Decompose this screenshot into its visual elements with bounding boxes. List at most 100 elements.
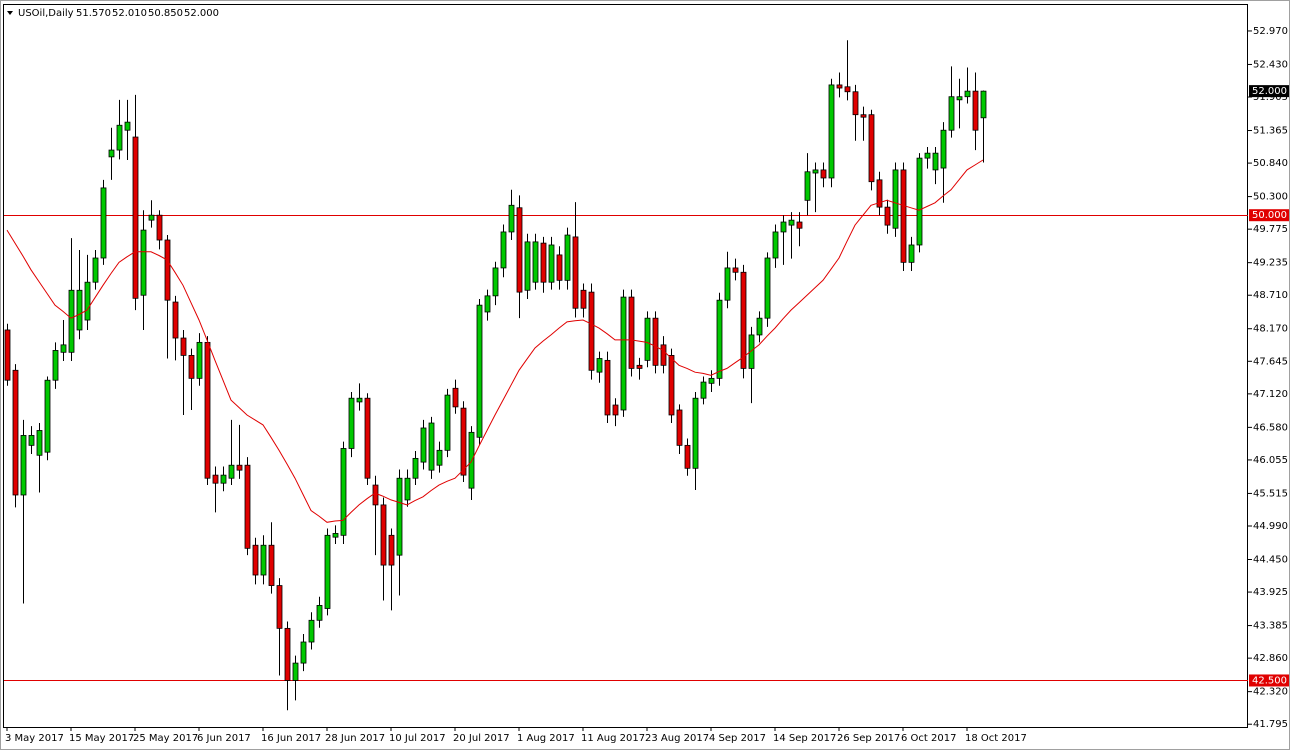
x-tick-label: 3 May 2017 [5,733,64,744]
bull-body [100,187,107,259]
bull-body [124,121,131,131]
bear-body [900,169,907,263]
bear-body [732,267,739,273]
bear-body [668,355,675,416]
bear-body [12,369,19,496]
bull-body [412,457,419,479]
bear-body [740,271,747,369]
bull-body [908,244,915,263]
bull-body [692,397,699,469]
bull-body [948,96,955,131]
bear-body [556,254,563,281]
bull-body [396,477,403,556]
bull-body [148,214,155,221]
bull-body [196,341,203,379]
x-tick-label: 23 Aug 2017 [645,733,709,744]
x-tick-label: 6 Oct 2017 [901,733,956,744]
bull-body [484,295,491,313]
bull-body [324,534,331,609]
x-tick-label: 1 Aug 2017 [517,733,575,744]
y-tick-label: 52.430 [1253,59,1288,70]
bear-body [212,474,219,484]
plot-area [3,4,1248,728]
bull-body [220,474,227,484]
bear-body [604,359,611,416]
bear-body [204,341,211,479]
bull-body [492,267,499,297]
bear-body [660,344,667,366]
bull-body [404,477,411,501]
bear-body [388,534,395,566]
bull-body [916,157,923,246]
y-tick-label: 47.120 [1253,389,1288,400]
y-tick-label: 49.235 [1253,258,1288,269]
x-tick-label: 4 Sep 2017 [709,733,766,744]
symbol: USOil,Daily [18,8,74,19]
y-tick-label: 41.795 [1253,719,1288,730]
x-tick-label: 14 Sep 2017 [773,733,836,744]
bear-body [4,329,11,381]
bear-body [252,544,259,576]
bull-body [52,350,59,381]
current-price-box [1249,85,1289,98]
bear-body [364,397,371,479]
low-price: 50.850 [148,8,183,19]
bull-body [828,84,835,179]
bear-body [164,239,171,301]
bear-body [268,544,275,586]
bull-body [508,204,515,233]
y-tick-label: 43.925 [1253,587,1288,598]
bear-body [276,585,283,629]
bull-body [108,149,115,158]
x-tick-label: 11 Aug 2017 [581,733,645,744]
bull-body [940,129,947,169]
y-tick-label: 47.645 [1253,356,1288,367]
bull-body [804,171,811,201]
bear-body [636,364,643,369]
bull-body [428,422,435,471]
bull-body [28,435,35,446]
bear-body [460,407,467,476]
bull-body [812,169,819,174]
bull-body [348,397,355,449]
bear-body [972,90,979,131]
bull-body [724,267,731,301]
bear-body [652,317,659,366]
x-tick-label: 15 May 2017 [69,733,134,744]
bull-body [140,229,147,296]
bull-body [932,152,939,171]
bull-body [332,533,339,538]
bull-body [892,169,899,229]
close-price: 52.000 [184,8,219,19]
x-tick-label: 25 May 2017 [133,733,198,744]
bull-body [84,281,91,321]
bear-body [588,291,595,371]
bull-body [116,124,123,151]
bull-body [788,219,795,226]
y-tick-label: 46.580 [1253,422,1288,433]
bull-body [708,377,715,384]
bull-body [564,234,571,281]
moving-average [6,159,984,523]
bear-body [244,464,251,549]
y-tick-label: 42.320 [1253,687,1288,698]
y-tick-label: 48.710 [1253,290,1288,301]
y-tick-label: 50.840 [1253,158,1288,169]
bull-body [308,619,315,643]
x-tick-label: 20 Jul 2017 [453,733,510,744]
bear-body [868,114,875,183]
open-price: 51.570 [76,8,111,19]
level-label: 42.500 [1252,675,1287,686]
bear-body [156,214,163,241]
y-tick-label: 44.990 [1253,521,1288,532]
bull-body [700,381,707,399]
bear-body [572,236,579,309]
y-tick-label: 46.055 [1253,455,1288,466]
bull-body [20,435,27,496]
x-tick-label: 10 Jul 2017 [389,733,446,744]
bull-body [764,257,771,319]
bear-body [372,484,379,506]
y-tick-label: 42.860 [1253,653,1288,664]
